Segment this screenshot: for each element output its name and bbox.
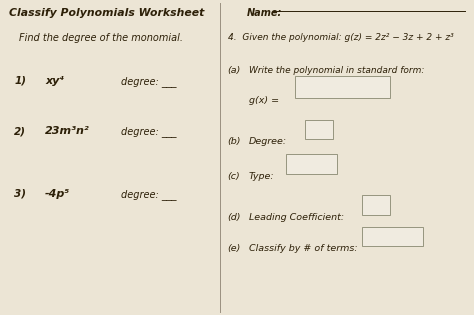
Text: (e): (e) [228, 244, 241, 253]
FancyBboxPatch shape [362, 195, 390, 215]
Text: 2): 2) [14, 126, 26, 136]
Text: 4.  Given the polynomial: g(z) = 2z² − 3z + 2 + z³: 4. Given the polynomial: g(z) = 2z² − 3z… [228, 33, 453, 42]
Text: xy⁴: xy⁴ [45, 76, 64, 86]
Text: Classify Polynomials Worksheet: Classify Polynomials Worksheet [9, 8, 205, 18]
Text: 1): 1) [14, 76, 26, 86]
Text: 23m³n²: 23m³n² [45, 126, 90, 136]
Text: degree: ___: degree: ___ [121, 126, 176, 137]
Text: Type:: Type: [249, 172, 274, 181]
FancyBboxPatch shape [305, 120, 333, 139]
Text: g(x) =: g(x) = [249, 96, 279, 105]
Text: (d): (d) [228, 213, 241, 222]
Text: Name:: Name: [246, 8, 282, 18]
Text: degree: ___: degree: ___ [121, 76, 176, 87]
FancyBboxPatch shape [295, 76, 390, 98]
Text: Degree:: Degree: [249, 137, 287, 146]
Text: Leading Coefficient:: Leading Coefficient: [249, 213, 344, 222]
Text: -4p⁵: -4p⁵ [45, 189, 70, 199]
Text: degree: ___: degree: ___ [121, 189, 176, 200]
FancyBboxPatch shape [286, 154, 337, 174]
Text: Classify by # of terms:: Classify by # of terms: [249, 244, 357, 253]
Text: Write the polynomial in standard form:: Write the polynomial in standard form: [249, 66, 424, 75]
FancyBboxPatch shape [362, 227, 423, 246]
Text: 3): 3) [14, 189, 26, 199]
Text: (a): (a) [228, 66, 241, 75]
Text: Find the degree of the monomial.: Find the degree of the monomial. [19, 33, 183, 43]
Text: (b): (b) [228, 137, 241, 146]
Text: (c): (c) [228, 172, 240, 181]
